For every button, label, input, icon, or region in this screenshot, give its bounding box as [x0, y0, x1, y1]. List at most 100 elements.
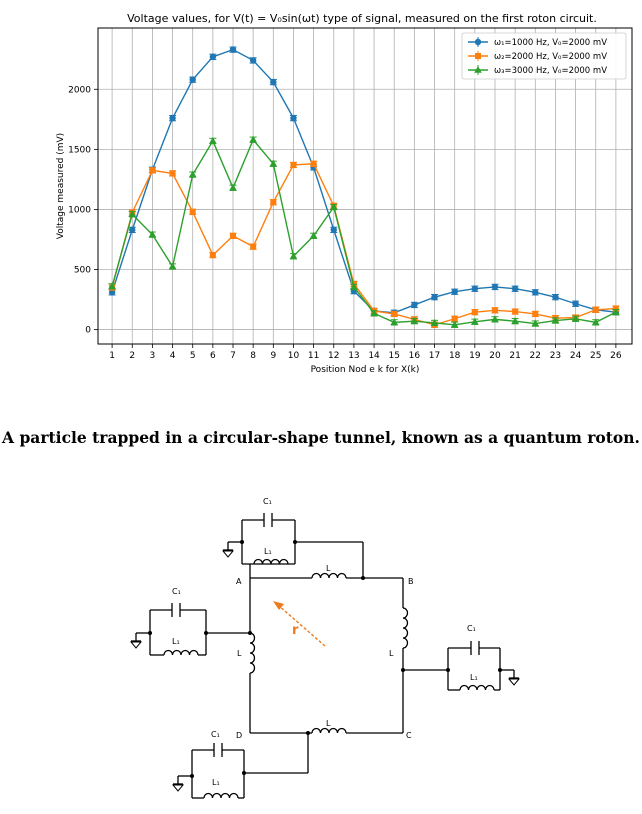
inductor-right-label: L: [389, 649, 394, 658]
legend-label: ω₂=2000 Hz, V₀=2000 mV: [494, 52, 607, 62]
x-tick-label: 7: [230, 351, 236, 361]
y-tick-label: 2000: [68, 85, 91, 95]
inductor-top: [311, 572, 347, 579]
legend-label: ω₁=1000 Hz, V₀=2000 mV: [494, 38, 607, 48]
data-point: [189, 208, 196, 215]
data-point: [471, 285, 479, 292]
data-point: [188, 170, 197, 178]
data-point: [209, 53, 217, 61]
data-point: [290, 114, 297, 122]
legend-marker: [474, 66, 482, 73]
x-axis-label: Position Nod e k for X(k): [311, 365, 420, 375]
data-point: [471, 309, 478, 316]
lc-tank-bottom: [171, 731, 310, 799]
ind-left-small-label: L₁: [172, 637, 180, 646]
x-tick-label: 17: [429, 351, 440, 361]
y-tick-label: 0: [85, 326, 91, 336]
data-point: [309, 231, 318, 239]
data-point: [612, 308, 620, 315]
data-point: [350, 282, 358, 290]
x-tick-label: 15: [388, 351, 399, 361]
roton-circuit-diagram: L L L L A B C D r C₁ L₁: [129, 497, 521, 799]
data-point: [270, 199, 277, 206]
y-axis-label: Voltage measured (mV): [56, 133, 66, 239]
inductor-left-label: L: [237, 649, 242, 658]
data-point: [430, 318, 439, 326]
x-tick-label: 26: [610, 351, 622, 361]
position-vector-label: r: [292, 623, 299, 638]
data-point: [128, 210, 137, 218]
legend-label: ω₃=3000 Hz, V₀=2000 mV: [494, 66, 607, 76]
data-point: [511, 317, 519, 324]
position-vector-arrow: [273, 601, 326, 647]
legend-marker: [475, 53, 481, 59]
data-point: [512, 308, 519, 315]
legend-entry: ω₂=2000 Hz, V₀=2000 mV: [468, 51, 607, 62]
x-tick-label: 6: [210, 351, 216, 361]
x-tick-label: 18: [449, 351, 461, 361]
data-point: [209, 136, 217, 144]
inductor-top-label: L: [326, 564, 331, 573]
data-point: [390, 318, 399, 326]
data-point: [108, 282, 116, 290]
voltage-chart: Voltage values, for V(t) = V₀sin(ωt) typ…: [56, 12, 633, 375]
data-point: [230, 232, 237, 239]
chart-grid: [98, 28, 632, 344]
data-point: [329, 203, 338, 210]
data-point: [531, 319, 540, 327]
data-point: [450, 320, 459, 328]
data-point: [451, 288, 458, 295]
cap-left-label: C₁: [172, 587, 181, 596]
cap-right-label: C₁: [467, 624, 476, 633]
x-tick-label: 21: [509, 351, 520, 361]
data-point: [571, 314, 580, 322]
data-point: [229, 183, 237, 191]
y-tick-label: 500: [74, 266, 91, 276]
y-tick-label: 1000: [68, 205, 91, 215]
caption-text: A particle trapped in a circular-shape t…: [2, 428, 640, 447]
node-b-label: B: [408, 577, 414, 586]
chart-title: Voltage values, for V(t) = V₀sin(ωt) typ…: [127, 12, 597, 25]
cap-bottom-label: C₁: [211, 730, 220, 739]
series-3-line: [111, 138, 617, 326]
series-2-line: [111, 163, 616, 326]
main-loop: [249, 577, 404, 734]
axis-ticks: 1 2 3 4 5 6 7 8 9 10 11 12 13 14 15 16 17 18 19 20 21 22 23 24 2…: [68, 85, 622, 361]
data-point: [250, 243, 257, 250]
data-point: [552, 293, 559, 301]
series-layer: [108, 46, 620, 328]
data-point: [451, 315, 458, 322]
inductor-left: [249, 632, 256, 674]
data-point: [491, 315, 499, 323]
cap-top-label: C₁: [263, 497, 272, 506]
x-tick-label: 16: [409, 351, 421, 361]
x-tick-label: 11: [308, 351, 319, 361]
node-a-label: A: [236, 577, 242, 586]
inductor-right: [402, 607, 409, 649]
legend-marker: [474, 38, 482, 46]
data-point: [290, 161, 297, 168]
x-tick-label: 20: [489, 351, 501, 361]
x-tick-label: 5: [190, 351, 196, 361]
node-c-label: C: [406, 731, 412, 740]
data-point: [330, 226, 337, 234]
inductor-bottom: [311, 727, 347, 734]
data-point: [169, 114, 176, 122]
data-point: [148, 230, 157, 238]
data-point: [249, 135, 257, 143]
data-point: [108, 289, 116, 296]
data-point: [189, 76, 196, 83]
lc-tank-top: [221, 513, 365, 580]
data-point: [310, 160, 317, 167]
data-point: [532, 289, 539, 296]
data-point: [551, 316, 560, 324]
x-tick-label: 2: [129, 351, 135, 361]
data-point: [410, 317, 419, 324]
data-point: [229, 46, 237, 53]
legend-entry: ω₃=3000 Hz, V₀=2000 mV: [468, 65, 607, 76]
x-tick-label: 3: [150, 351, 156, 361]
data-point: [491, 283, 499, 291]
data-point: [209, 252, 216, 259]
x-tick-label: 24: [570, 351, 582, 361]
x-tick-label: 9: [270, 351, 276, 361]
